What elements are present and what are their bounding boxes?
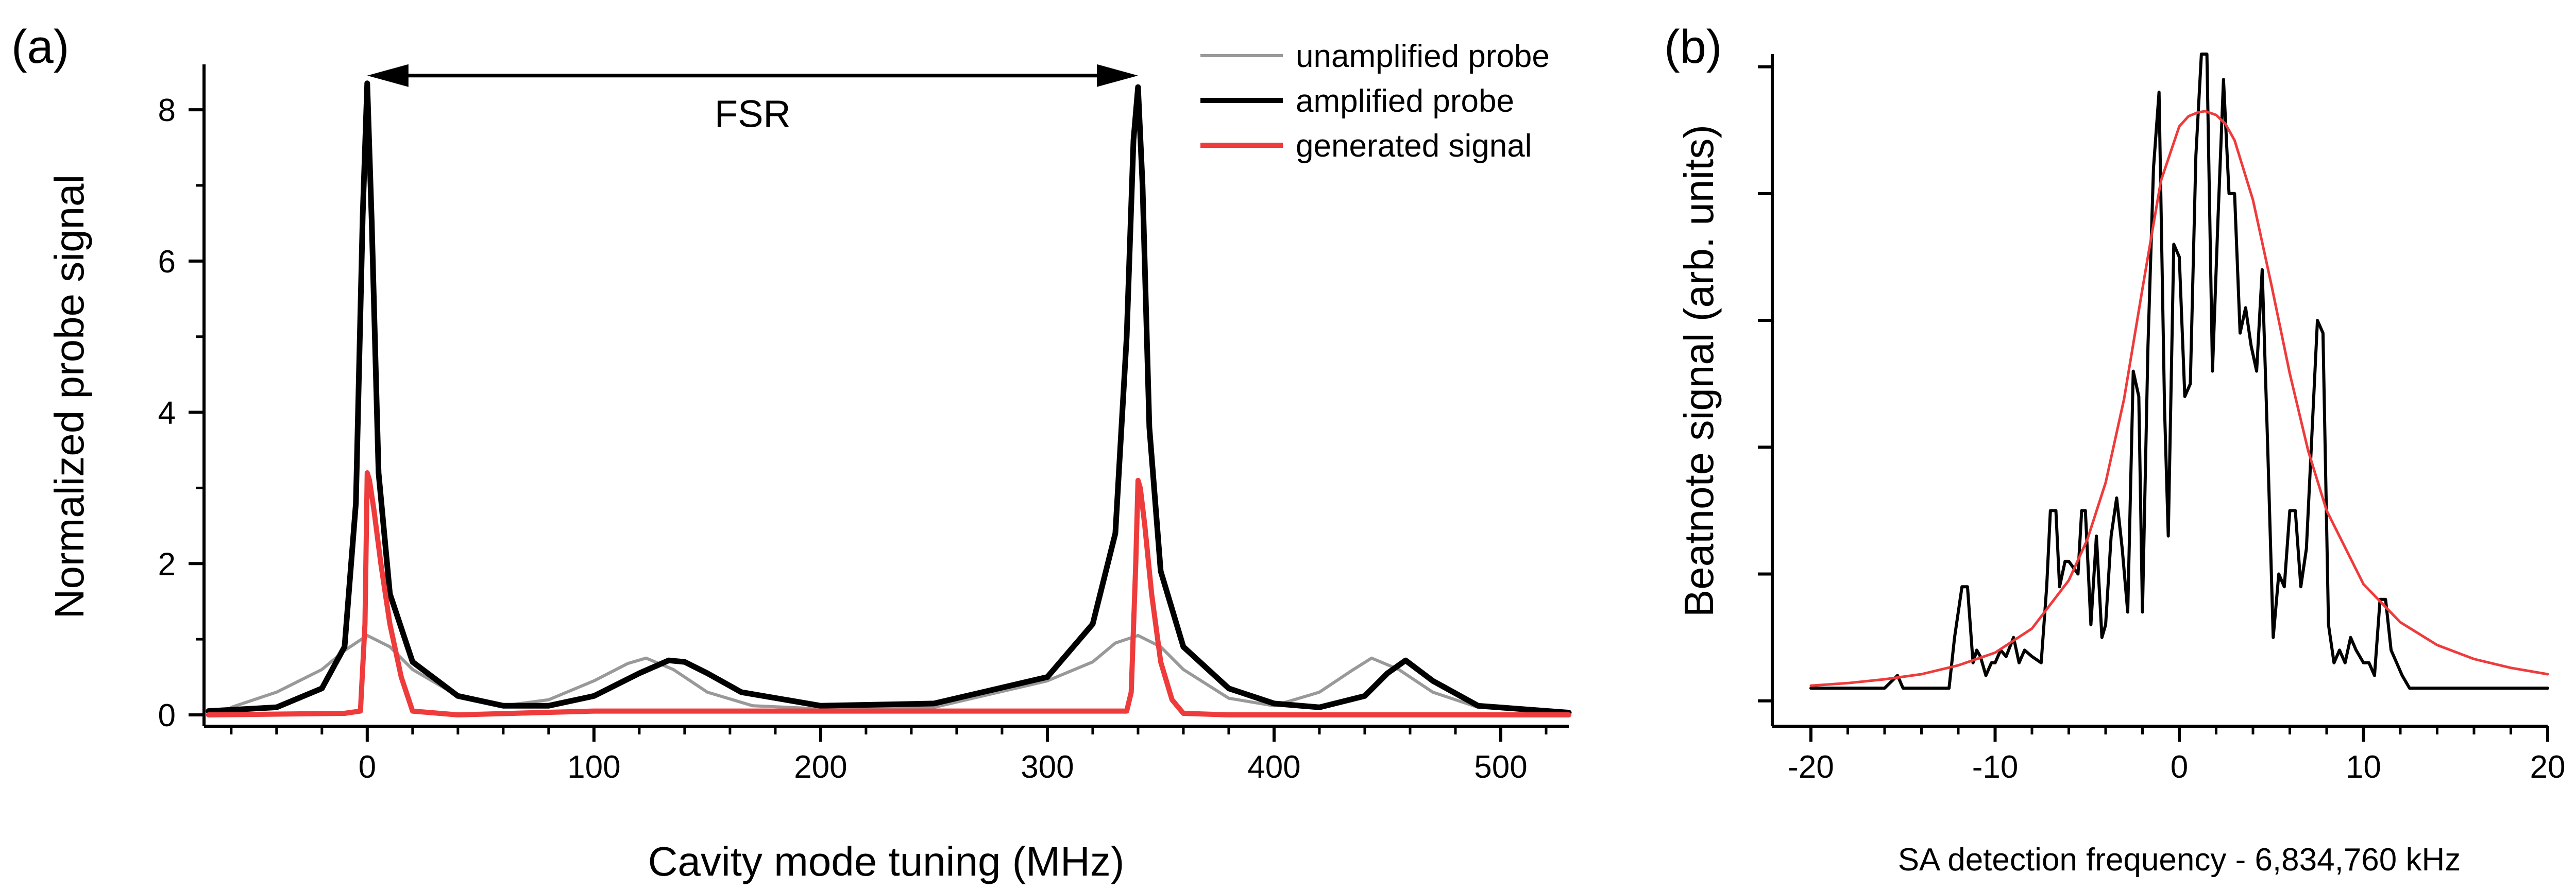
x-tick-label: 300 <box>1021 749 1074 785</box>
legend-item-unamplified-probe: unamplified probe <box>1200 39 1550 74</box>
x-tick-label: 500 <box>1474 749 1527 785</box>
panel-a-label: (a) <box>11 21 69 73</box>
panel-b-y-axis-title: Beatnote signal (arb. units) <box>1676 125 1722 617</box>
series-lorentzian-fit <box>1809 110 2549 687</box>
x-tick-label: 10 <box>2346 749 2381 785</box>
y-tick-label: 8 <box>158 93 176 128</box>
fsr-arrowhead-right <box>1096 64 1138 87</box>
panel-b-x-axis-title: SA detection frequency - 6,834,760 kHz <box>1898 842 2461 878</box>
panel-a-x-ticks: 0 100 200 300 400 500 <box>230 726 1548 785</box>
x-tick-label: 100 <box>567 749 620 785</box>
panel-b: (b) -20 -10 0 10 20 SA detection frequency -… <box>1664 21 2565 878</box>
panel-b-y-ticks <box>1758 65 1772 703</box>
series-generated-signal <box>206 470 1571 717</box>
panel-a-series-group <box>206 80 1572 717</box>
fsr-label: FSR <box>715 93 791 135</box>
legend-label-unamplified-probe: unamplified probe <box>1296 39 1550 74</box>
y-tick-label: 6 <box>158 244 176 280</box>
legend-label-amplified-probe: amplified probe <box>1296 83 1514 119</box>
x-tick-label: -20 <box>1788 749 1834 785</box>
legend: unamplified probe amplified probe genera… <box>1200 39 1550 164</box>
legend-item-amplified-probe: amplified probe <box>1200 83 1514 119</box>
fsr-annotation: FSR <box>367 64 1138 135</box>
fsr-arrowhead-left <box>367 64 409 87</box>
x-tick-label: 20 <box>2530 749 2566 785</box>
legend-item-generated-signal: generated signal <box>1200 128 1532 164</box>
panel-a-x-axis-title: Cavity mode tuning (MHz) <box>648 838 1125 884</box>
panel-a-y-ticks: 0 2 4 6 8 <box>158 93 204 733</box>
x-tick-label: -10 <box>1972 749 2019 785</box>
x-tick-label: 200 <box>794 749 847 785</box>
y-tick-label: 2 <box>158 546 176 582</box>
y-tick-label: 0 <box>158 698 176 733</box>
series-amplified-probe <box>206 80 1572 716</box>
panel-b-x-ticks: -20 -10 0 10 20 <box>1788 726 2565 785</box>
panel-a-y-axis-title: Normalized probe signal <box>46 175 92 619</box>
panel-b-label: (b) <box>1664 21 1722 73</box>
x-tick-label: 0 <box>359 749 376 785</box>
panel-a: (a) 0 100 200 300 400 500 0 2 4 6 8 Cavity mode t… <box>11 21 1572 884</box>
panel-b-series-group <box>1809 53 2549 690</box>
legend-label-generated-signal: generated signal <box>1296 128 1532 164</box>
x-tick-label: 0 <box>2171 749 2188 785</box>
x-tick-label: 400 <box>1247 749 1300 785</box>
series-measured <box>1809 53 2549 690</box>
y-tick-label: 4 <box>158 396 176 431</box>
